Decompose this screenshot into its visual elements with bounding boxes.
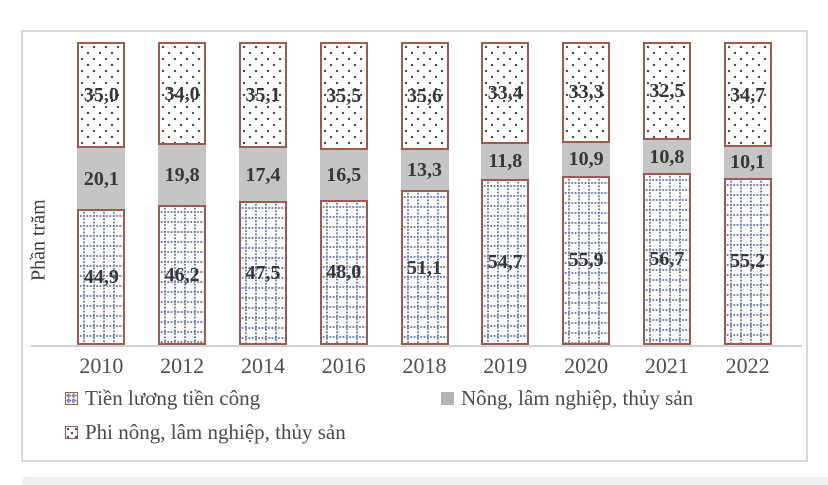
bar-column-2019: 33,4 11,8 54,7 [465,42,546,345]
legend-label: Nông, lâm nghiệp, thủy sản [461,385,694,410]
bar-segment: 48,0 [319,199,368,345]
bar-segment: 16,5 [319,149,368,200]
x-axis-tick-2012: 2012 [160,353,205,378]
bar-value-label: 11,8 [488,150,523,173]
bar-column-2020: 33,3 10,9 55,9 [546,41,627,345]
legend-swatch-icon [65,425,78,439]
bar-value-label: 19,8 [164,164,200,187]
bar-column-2022: 34,7 10,1 55,2 [707,42,788,345]
bar-segment: 54,7 [481,179,530,345]
bar-value-label: 10,9 [568,148,604,171]
legend-swatch-icon [65,391,78,405]
bar-stack-2021: 32,5 10,8 56,7 [642,42,691,345]
bar-value-label: 47,5 [245,262,281,285]
bar-stack-2014: 35,1 17,4 47,5 [238,42,287,345]
legend-swatch-icon [441,391,454,405]
chart-frame: Phần trăm 35,0 20,1 44,9 34,0 19,8 46,2 35,1 17… [21,30,808,462]
bar-value-label: 16,5 [326,163,362,186]
bar-column-2021: 32,5 10,8 56,7 [626,42,707,345]
bar-segment: 20,1 [77,148,126,209]
bar-value-label: 48,0 [326,261,362,284]
bar-segment: 10,1 [723,147,772,178]
bar-value-label: 10,1 [730,151,766,174]
x-axis-tick-2010: 2010 [79,353,124,378]
bar-segment: 32,5 [642,42,691,141]
x-axis-tick-2014: 2014 [240,353,285,378]
bar-value-label: 44,9 [83,265,119,288]
bar-column-2018: 35,6 13,3 51,1 [384,42,465,345]
bar-segment: 34,0 [158,42,207,146]
legend-label: Tiền lương tiền công [85,385,261,410]
x-axis-tick-2018: 2018 [402,353,447,378]
x-axis-tick-2021: 2021 [644,353,689,378]
bar-stack-2010: 35,0 20,1 44,9 [77,42,126,345]
bar-segment: 34,7 [723,42,772,148]
bar-segment: 11,8 [481,143,530,180]
bar-segment: 35,1 [238,42,287,149]
bar-segment: 51,1 [400,190,449,345]
bar-segment: 55,9 [562,175,611,345]
bar-column-2016: 35,5 16,5 48,0 [303,42,384,345]
legend-label: Phi nông, lâm nghiệp, thủy sản [85,419,346,444]
x-axis-tick-2016: 2016 [321,353,366,378]
bar-column-2012: 34,0 19,8 46,2 [142,42,223,345]
bar-segment: 47,5 [238,201,287,345]
bar-value-label: 33,3 [568,81,604,104]
x-axis-tick-2022: 2022 [725,353,770,378]
bars-container: 35,0 20,1 44,9 34,0 19,8 46,2 35,1 17,4 47,5 35,5… [61,41,788,345]
legend-item: Tiền lương tiền công [65,386,260,410]
bar-segment: 33,4 [481,42,530,144]
bar-value-label: 10,8 [649,145,685,168]
bottom-panel-edge [22,477,828,485]
bar-value-label: 35,5 [326,84,362,107]
bar-segment: 35,0 [77,42,126,149]
bar-segment: 33,3 [562,41,611,143]
bar-stack-2018: 35,6 13,3 51,1 [400,42,449,345]
x-axis-tick-2020: 2020 [564,353,609,378]
bar-segment: 13,3 [400,149,449,191]
bar-value-label: 55,9 [568,249,604,272]
legend-item: Phi nông, lâm nghiệp, thủy sản [65,420,346,444]
bar-segment: 46,2 [158,205,207,345]
legend-item: Nông, lâm nghiệp, thủy sản [441,386,693,410]
x-axis-labels: 2010 2012 2014 2016 2018 2019 2020 2021 2022 [61,351,788,381]
bar-value-label: 34,7 [730,83,766,106]
bar-column-2014: 35,1 17,4 47,5 [223,42,304,345]
bar-segment: 10,9 [562,142,611,176]
bar-segment: 35,6 [400,42,449,150]
bar-value-label: 46,2 [164,264,200,286]
bar-value-label: 34,0 [164,82,200,105]
bar-value-label: 54,7 [487,251,523,274]
bar-segment: 55,2 [723,177,772,345]
bar-stack-2012: 34,0 19,8 46,2 [158,42,207,345]
bar-value-label: 35,6 [407,84,443,107]
bar-value-label: 20,1 [83,167,119,190]
bar-segment: 44,9 [77,208,126,345]
plot-area: 35,0 20,1 44,9 34,0 19,8 46,2 35,1 17,4 47,5 35,5… [31,32,802,347]
bar-value-label: 55,2 [730,250,766,273]
bar-stack-2020: 33,3 10,9 55,9 [562,41,611,345]
bar-value-label: 35,1 [245,84,281,107]
bar-segment: 56,7 [642,173,691,345]
bar-stack-2016: 35,5 16,5 48,0 [319,42,368,345]
bar-value-label: 17,4 [245,163,281,186]
bar-value-label: 51,1 [407,256,443,279]
bar-segment: 35,5 [319,42,368,150]
bar-segment: 19,8 [158,145,207,206]
x-axis-tick-2019: 2019 [483,353,528,378]
bar-segment: 10,8 [642,140,691,174]
bar-value-label: 33,4 [487,81,523,104]
bar-value-label: 32,5 [649,80,685,103]
bar-column-2010: 35,0 20,1 44,9 [61,42,142,345]
bar-value-label: 13,3 [407,159,443,182]
bar-stack-2022: 34,7 10,1 55,2 [723,42,772,345]
bar-stack-2019: 33,4 11,8 54,7 [481,42,530,345]
bar-segment: 17,4 [238,148,287,202]
bar-value-label: 56,7 [649,248,685,271]
bar-value-label: 35,0 [83,84,119,107]
